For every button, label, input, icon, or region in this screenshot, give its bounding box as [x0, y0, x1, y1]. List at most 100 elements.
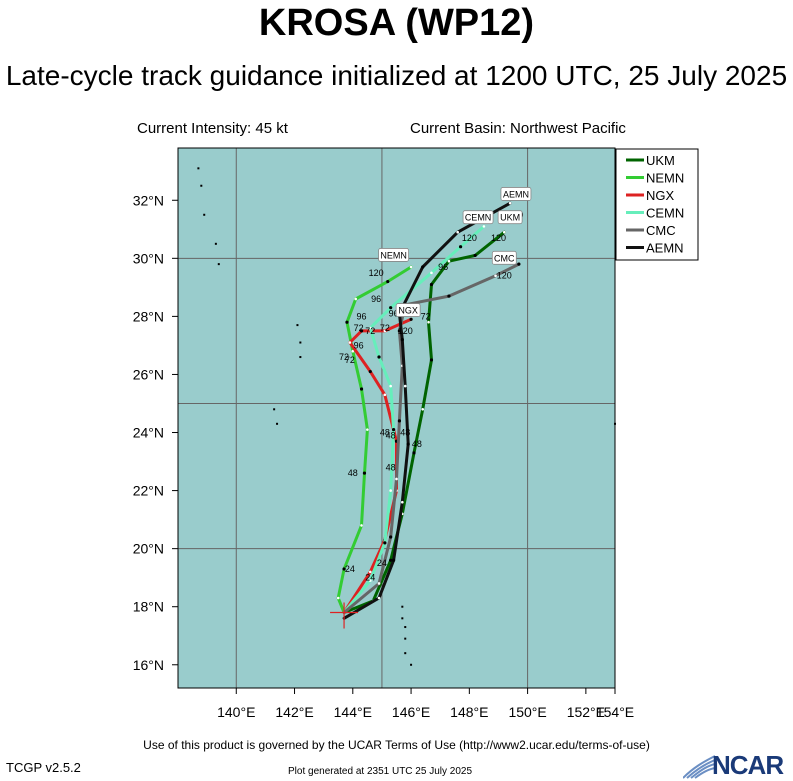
track-point: [401, 500, 404, 504]
track-point: [389, 489, 392, 492]
legend-label-nemn: NEMN: [646, 171, 684, 186]
forecast-hour-label: 48: [400, 428, 410, 438]
forecast-hour-label: 120: [398, 326, 413, 336]
track-point: [351, 349, 355, 353]
track-point: [336, 596, 340, 600]
island-dot: [410, 663, 413, 666]
island-dot: [404, 626, 407, 629]
y-tick-label: 24°N: [133, 425, 164, 441]
track-point: [412, 451, 416, 455]
x-tick-label: 146°E: [392, 704, 430, 720]
y-tick-label: 30°N: [133, 250, 164, 266]
forecast-hour-label: 72: [421, 311, 431, 321]
track-end-label-cmc: CMC: [491, 250, 517, 265]
island-dot: [197, 167, 200, 170]
track-point: [348, 341, 352, 344]
y-tick-label: 28°N: [133, 308, 164, 324]
page-subtitle: Late-cycle track guidance initialized at…: [5, 60, 788, 91]
forecast-hour-label: 24: [365, 573, 375, 583]
legend-label-cmc: CMC: [646, 223, 676, 238]
legend-label-ngx: NGX: [646, 188, 675, 203]
page-title: KROSA (WP12): [258, 2, 535, 44]
track-end-label-box: [462, 210, 494, 225]
track-point: [359, 387, 364, 391]
track-point: [386, 279, 390, 284]
forecast-hour-label: 48: [380, 428, 390, 438]
track-point: [377, 596, 381, 600]
forecast-hour-label: 96: [354, 340, 364, 350]
track-end-label-ukm: UKM: [497, 210, 523, 225]
y-tick-label: 20°N: [133, 541, 164, 557]
forecast-hour-label: 72: [365, 326, 375, 336]
version-label: TCGP v2.5.2: [6, 760, 81, 775]
track-point: [391, 428, 396, 432]
island-dot: [404, 652, 407, 655]
track-point: [389, 306, 393, 310]
track-end-label-text: UKM: [500, 213, 520, 223]
x-tick-label: 142°E: [275, 704, 313, 720]
track-point: [430, 271, 433, 275]
track-point: [429, 358, 434, 362]
ncar-logo-icon: [683, 755, 716, 779]
forecast-hour-label: 72: [380, 323, 390, 333]
current-intensity: Current Intensity: 45 kt: [137, 120, 288, 137]
island-dot: [203, 213, 206, 216]
track-point: [517, 262, 521, 266]
legend-label-cemn: CEMN: [646, 206, 684, 221]
track-line-cemn: [342, 224, 486, 614]
track-point: [447, 259, 451, 263]
forecast-hour-label: 120: [369, 268, 384, 278]
forecast-hour-label: 48: [386, 430, 396, 440]
island-dot: [217, 263, 220, 266]
terms-of-use: Use of this product is governed by the U…: [143, 738, 650, 752]
track-point: [383, 541, 387, 545]
track-point: [391, 558, 396, 562]
x-tick-label: 148°E: [450, 704, 488, 720]
x-tick-label: 152°E: [567, 704, 605, 720]
generated-timestamp: Plot generated at 2351 UTC 25 July 2025: [288, 766, 473, 777]
track-end-label-box: [395, 303, 421, 317]
x-tick-label: 150°E: [508, 704, 546, 720]
track-point: [397, 419, 402, 423]
x-tick-label: 144°E: [334, 704, 372, 720]
track-line-aemn: [342, 201, 512, 620]
track-point: [508, 201, 512, 205]
track-point: [427, 320, 430, 324]
track-point: [473, 253, 477, 258]
track-point: [421, 407, 425, 411]
track-point: [456, 230, 459, 234]
track-end-label-text: CMC: [494, 253, 515, 263]
track-end-label-nemn: NEMN: [378, 248, 409, 262]
forecast-hour-label: 96: [357, 311, 367, 321]
track-end-label-box: [497, 210, 523, 225]
island-dot: [214, 242, 217, 245]
x-tick-label: 154°E: [596, 704, 634, 720]
current-basin: Current Basin: Northwest Pacific: [410, 120, 626, 137]
track-point: [359, 329, 364, 333]
track-end-label-text: AEMN: [503, 189, 529, 199]
track-line-ukm: [342, 230, 506, 614]
track-point: [345, 320, 349, 324]
y-tick-label: 22°N: [133, 483, 164, 499]
y-tick-label: 16°N: [133, 657, 164, 673]
y-tick-label: 18°N: [133, 599, 164, 615]
island-dot: [401, 605, 404, 608]
forecast-hour-label: 120: [462, 233, 477, 243]
legend-label-ukm: UKM: [646, 153, 675, 168]
initial-position-marker: [330, 602, 359, 629]
track-end-label-text: CEMN: [465, 213, 492, 223]
forecast-hour-label: 24: [345, 564, 355, 574]
track-end-label-ngx: NGX: [395, 303, 421, 317]
island-dot: [200, 184, 203, 187]
track-point: [362, 471, 367, 475]
y-tick-label: 32°N: [133, 192, 164, 208]
track-point: [368, 579, 372, 582]
track-point: [409, 265, 413, 269]
island-dot: [276, 422, 279, 425]
track-point: [458, 245, 463, 249]
forecast-hour-label: 72: [345, 355, 355, 365]
track-point: [383, 393, 387, 397]
track-point: [395, 477, 398, 481]
forecast-hour-label: 120: [491, 233, 506, 243]
